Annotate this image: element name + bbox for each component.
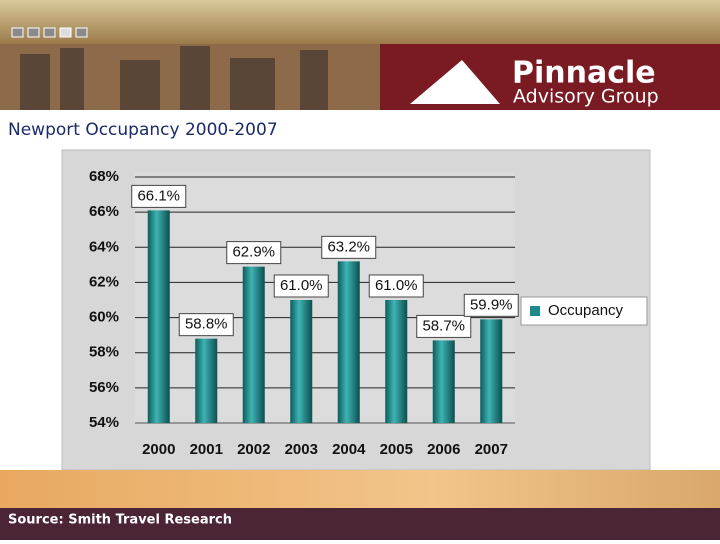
x-tick-label: 2006 [427,441,460,458]
source-note: Source: Smith Travel Research [8,513,232,528]
slide-title: Newport Occupancy 2000-2007 [8,120,278,140]
logo-line1: Pinnacle [512,56,656,91]
x-tick-label: 2001 [190,441,223,458]
value-label-box [178,313,234,337]
x-tick-label: 2003 [285,441,318,458]
value-label: 59.9% [470,296,513,313]
bar [337,261,360,423]
value-label-box [321,235,377,259]
footer-bar [0,508,720,540]
value-label-box [368,274,424,298]
y-tick-label: 60% [89,309,119,326]
y-tick-label: 56% [89,379,119,396]
bar [432,340,455,423]
y-tick-label: 66% [89,203,119,220]
header-band [0,0,720,44]
bar [147,210,170,423]
value-label-box [273,274,329,298]
x-tick-label: 2000 [142,441,175,458]
x-tick-label: 2005 [380,441,413,458]
bar [195,338,218,423]
legend-box [520,296,648,326]
bar [242,266,265,423]
footer-band [0,470,720,508]
bar [480,319,503,423]
value-label-box [226,241,282,265]
y-tick-label: 58% [89,344,119,361]
y-tick-label: 68% [89,168,119,185]
bar [290,300,313,423]
x-tick-label: 2004 [332,441,366,458]
y-tick-label: 64% [89,238,119,255]
value-label-box [463,293,519,317]
value-label: 61.0% [375,277,418,294]
value-label: 61.0% [280,277,323,294]
value-label-box [131,184,187,208]
chart: 54% 56% 58% 60% 62% 64% 66% 68% 66.1% 58.8% 62.9% 6… [89,168,648,458]
x-tick-label: 2007 [475,441,508,458]
legend-label: Occupancy [548,302,624,319]
x-tick-label: 2002 [237,441,270,458]
legend-swatch [530,306,540,316]
header-squares [11,27,88,38]
logo-mark [410,60,500,104]
logo-line2: Advisory Group [513,86,659,108]
value-label: 58.8% [185,316,228,333]
value-label: 63.2% [327,238,370,255]
value-label-box [416,314,472,338]
value-label: 62.9% [232,244,275,261]
value-label: 66.1% [137,187,180,204]
city-skyline [20,46,328,110]
value-label: 58.7% [422,317,465,334]
y-tick-label: 62% [89,273,119,290]
y-tick-label: 54% [89,414,119,431]
bar [385,300,408,423]
